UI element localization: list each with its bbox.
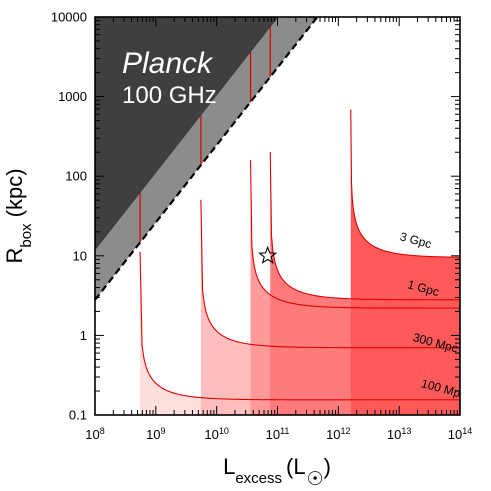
y-tick-label: 10 — [73, 248, 87, 263]
x-tick-label: 109 — [146, 426, 165, 442]
y-tick-labels: 0.1 1 10 100 1000 10000 — [51, 10, 87, 423]
x-tick-labels: 108 109 1010 1011 1012 1013 1014 — [85, 426, 472, 442]
chart-subtitle: 100 GHz — [122, 82, 217, 109]
contour-line-4 — [269, 151, 460, 301]
contour-lines — [139, 109, 460, 401]
y-tick-label: 1 — [80, 328, 87, 343]
contour-line-2 — [200, 199, 460, 349]
x-tick-label: 1010 — [204, 426, 228, 442]
contour-fill-5 — [350, 109, 460, 415]
x-axis-title: Lexcess (L☉) — [223, 454, 331, 490]
star-marker — [258, 245, 278, 264]
y-tick-label: 1000 — [58, 89, 87, 104]
y-tick-label: 0.1 — [69, 408, 87, 423]
contour-line-1 — [139, 251, 460, 401]
contour-line-5 — [350, 109, 460, 258]
contour-fill-1 — [140, 251, 460, 415]
y-tick-label: 10000 — [51, 10, 87, 25]
x-tick-label: 108 — [85, 426, 104, 442]
contour-fills — [140, 109, 460, 415]
x-tick-label: 1014 — [448, 426, 472, 442]
x-tick-label: 1012 — [326, 426, 350, 442]
grey-band-contour-lines — [139, 26, 271, 243]
contour-line-3 — [249, 160, 460, 309]
x-tick-label: 1013 — [387, 426, 411, 442]
x-tick-label: 1011 — [266, 426, 290, 442]
y-axis-title: Rbox (kpc) — [2, 168, 35, 263]
sun-symbol: ☉ — [307, 469, 324, 490]
plot-frame — [94, 16, 461, 416]
y-tick-label: 100 — [65, 169, 87, 184]
chart-title: Planck — [122, 47, 214, 80]
